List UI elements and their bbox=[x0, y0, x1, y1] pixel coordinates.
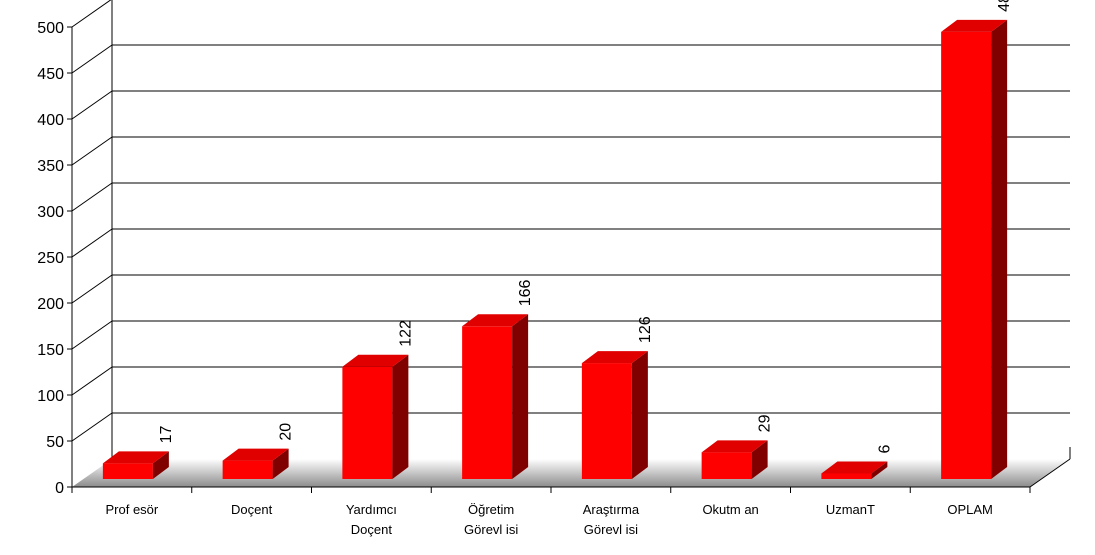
bar-top bbox=[462, 314, 529, 327]
bar-front bbox=[342, 366, 393, 479]
data-labels: 17 20 122 166 126 29 6 486 bbox=[158, 0, 1013, 453]
floor-right-edge bbox=[1029, 458, 1071, 488]
x-category-label: Prof esör bbox=[106, 502, 159, 517]
gridline-diagonal bbox=[71, 412, 113, 442]
y-tick-label: 300 bbox=[37, 204, 64, 221]
chart-floor bbox=[72, 459, 1070, 487]
data-label: 6 bbox=[876, 444, 893, 453]
bar bbox=[102, 451, 169, 479]
bar bbox=[222, 448, 289, 479]
y-tick-label: 450 bbox=[37, 66, 64, 83]
bar-top bbox=[941, 19, 1008, 32]
bar-top bbox=[581, 351, 648, 364]
data-label: 29 bbox=[757, 414, 774, 432]
y-tick-label: 400 bbox=[37, 112, 64, 129]
y-tick-label: 50 bbox=[46, 434, 64, 451]
x-category-label: Öğretim bbox=[468, 502, 514, 517]
bar bbox=[701, 440, 768, 479]
bar-top bbox=[222, 448, 289, 461]
bar-front bbox=[462, 326, 513, 479]
bar-top bbox=[102, 451, 169, 464]
data-label: 122 bbox=[397, 320, 414, 347]
bars bbox=[102, 19, 1008, 479]
data-label: 17 bbox=[158, 425, 175, 443]
x-category-label: Doçent bbox=[231, 502, 273, 517]
x-category-label: Araştırma bbox=[583, 502, 640, 517]
y-tick-label: 250 bbox=[37, 250, 64, 267]
bar-side bbox=[392, 354, 409, 479]
x-category-label: Görevl isi bbox=[584, 522, 638, 537]
bar bbox=[462, 314, 529, 479]
data-label: 20 bbox=[278, 423, 295, 441]
x-category-label: Okutm an bbox=[702, 502, 758, 517]
bar-front bbox=[222, 460, 273, 479]
gridline-diagonal bbox=[71, 320, 113, 350]
bar-side bbox=[272, 448, 289, 479]
y-tick-label: 350 bbox=[37, 158, 64, 175]
data-label: 126 bbox=[637, 316, 654, 343]
bar-side bbox=[512, 314, 529, 479]
x-category-label: Doçent bbox=[351, 522, 393, 537]
y-tick-label: 200 bbox=[37, 296, 64, 313]
bar bbox=[581, 351, 648, 479]
bar-front bbox=[941, 31, 992, 479]
chart-walls bbox=[72, 0, 1071, 487]
gridline-diagonal bbox=[71, 228, 113, 258]
bar-front bbox=[821, 473, 872, 479]
bar-side bbox=[751, 440, 768, 479]
bar-side bbox=[871, 461, 888, 479]
bar-top bbox=[342, 354, 409, 367]
gridline-diagonal bbox=[71, 274, 113, 304]
gridlines bbox=[71, 0, 1070, 442]
bar-front bbox=[581, 363, 632, 479]
bar bbox=[941, 19, 1008, 479]
data-label: 166 bbox=[517, 279, 534, 306]
bar-top bbox=[821, 461, 888, 474]
axes: 0 50 100 150 200 250 300 350 400 450 500 Prof esör D… bbox=[37, 20, 1071, 537]
y-tick-label: 150 bbox=[37, 342, 64, 359]
bar-top bbox=[701, 440, 768, 453]
x-category-label: OPLAM bbox=[947, 502, 993, 517]
gridline-diagonal bbox=[71, 182, 113, 212]
bar bbox=[342, 354, 409, 479]
gridline-diagonal bbox=[71, 136, 113, 166]
data-label: 486 bbox=[996, 0, 1013, 12]
gridline-diagonal bbox=[71, 44, 113, 74]
y-tick-label: 500 bbox=[37, 20, 64, 37]
bar-side bbox=[991, 19, 1008, 479]
gridline-diagonal bbox=[71, 0, 112, 28]
gridline-diagonal bbox=[71, 366, 113, 396]
x-category-label: UzmanT bbox=[826, 502, 875, 517]
y-tick-label: 100 bbox=[37, 388, 64, 405]
bar-front bbox=[102, 463, 153, 479]
bar-side bbox=[152, 451, 169, 479]
bar-front bbox=[701, 452, 752, 479]
bar-side bbox=[631, 351, 648, 479]
y-tick-label: 0 bbox=[55, 480, 64, 497]
bar bbox=[821, 461, 888, 479]
x-category-label: Yardımcı bbox=[346, 502, 397, 517]
gridline-diagonal bbox=[71, 90, 113, 120]
x-category-label: Görevl isi bbox=[464, 522, 518, 537]
